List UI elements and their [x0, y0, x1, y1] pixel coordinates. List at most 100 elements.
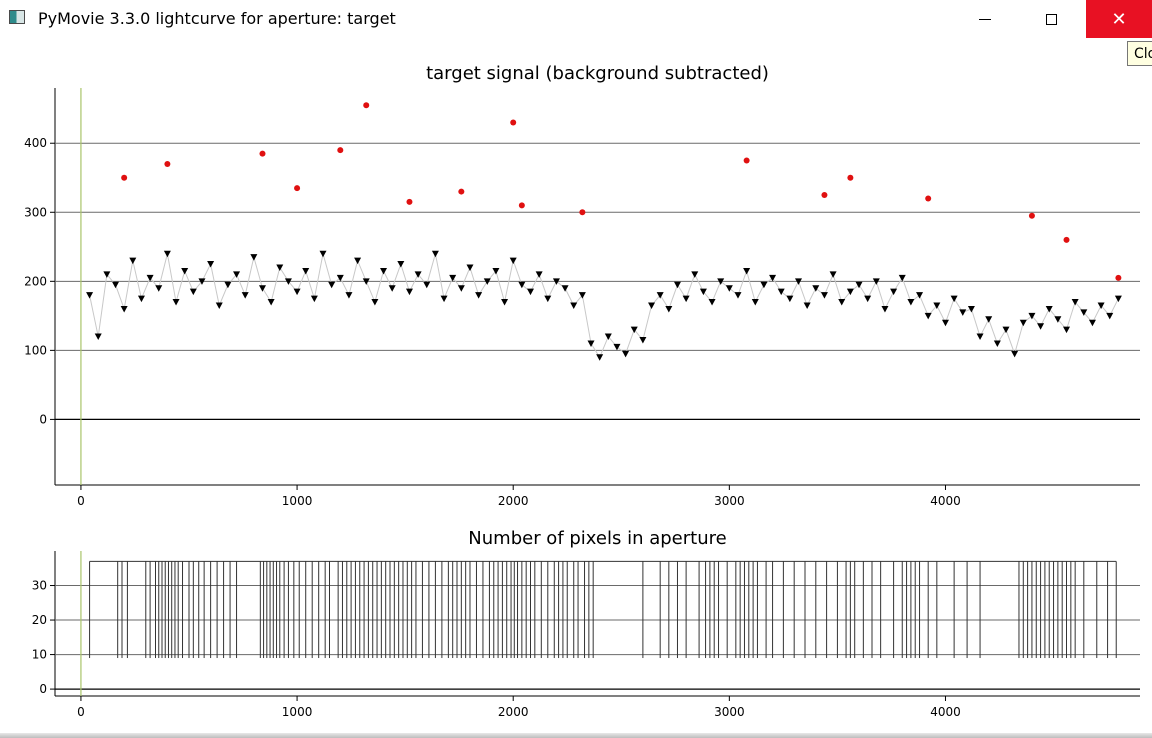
- highlight-point: [1063, 236, 1070, 243]
- data-point: [578, 292, 586, 299]
- data-point: [146, 274, 154, 282]
- data-point: [380, 267, 388, 275]
- data-point: [163, 250, 171, 258]
- data-point: [345, 292, 353, 299]
- x-tick-label: 3000: [714, 494, 745, 508]
- close-button[interactable]: ✕: [1086, 0, 1152, 38]
- data-point: [682, 295, 690, 303]
- data-point: [976, 333, 984, 341]
- x-tick-label: 2000: [498, 705, 529, 719]
- y-tick-label: 20: [32, 613, 47, 627]
- data-point: [967, 305, 975, 313]
- data-point: [959, 309, 967, 316]
- data-point: [276, 264, 284, 272]
- data-point: [648, 302, 656, 309]
- data-point: [561, 285, 569, 292]
- data-point: [933, 302, 941, 309]
- highlight-point: [1115, 274, 1122, 281]
- highlight-point: [259, 150, 266, 157]
- minimize-button[interactable]: [952, 0, 1018, 38]
- data-point: [743, 267, 751, 275]
- maximize-icon: [1045, 13, 1057, 25]
- data-point: [941, 319, 949, 327]
- close-tooltip: Clo: [1127, 41, 1152, 66]
- data-point: [431, 250, 439, 258]
- data-point: [1002, 326, 1010, 334]
- data-point: [587, 340, 595, 347]
- data-point: [846, 288, 854, 296]
- highlight-point: [847, 174, 854, 181]
- highlight-point: [294, 185, 301, 192]
- data-point: [673, 281, 681, 289]
- data-point: [924, 312, 932, 320]
- data-point: [864, 295, 872, 303]
- x-tick-label: 4000: [930, 494, 961, 508]
- window-title: PyMovie 3.3.0 lightcurve for aperture: t…: [38, 9, 396, 28]
- data-point: [423, 281, 431, 289]
- highlight-point: [458, 188, 465, 195]
- data-point: [241, 292, 249, 299]
- highlight-point: [121, 174, 128, 181]
- data-point: [509, 257, 517, 265]
- data-point: [501, 299, 509, 306]
- x-tick-label: 4000: [930, 705, 961, 719]
- maximize-button[interactable]: [1018, 0, 1084, 38]
- data-point: [639, 337, 647, 344]
- chart-2: Number of pixels in aperture 0 10 20 30 0 1000…: [32, 528, 1140, 719]
- data-point: [570, 302, 578, 309]
- data-point: [250, 254, 258, 261]
- data-point: [475, 292, 483, 299]
- data-point: [483, 278, 491, 285]
- data-point: [708, 299, 716, 306]
- data-point: [397, 261, 405, 268]
- data-point: [155, 285, 163, 292]
- y-tick-label: 0: [39, 682, 47, 696]
- data-point: [734, 292, 742, 299]
- data-point: [328, 281, 336, 289]
- series-line: [89, 253, 1119, 359]
- data-point: [112, 281, 120, 289]
- y-tick-label: 0: [39, 412, 47, 426]
- data-point: [526, 288, 534, 296]
- y-tick-label: 300: [24, 205, 47, 219]
- chart-title: target signal (background subtracted): [426, 63, 769, 84]
- chart-1: target signal (background subtracted) 0 10…: [24, 63, 1140, 508]
- data-point: [405, 288, 413, 296]
- close-icon: ✕: [1111, 8, 1127, 30]
- window-bottom-edge: [0, 733, 1152, 738]
- data-point: [492, 267, 500, 275]
- data-point: [1019, 319, 1027, 327]
- data-point: [293, 288, 301, 296]
- data-point: [1071, 299, 1079, 306]
- data-point: [449, 274, 457, 282]
- data-point: [354, 257, 362, 265]
- data-point: [518, 281, 526, 289]
- data-point: [1114, 295, 1122, 303]
- data-point: [656, 292, 664, 299]
- data-point: [207, 261, 215, 268]
- data-point: [717, 278, 725, 285]
- data-point: [630, 326, 638, 334]
- data-point: [189, 288, 197, 296]
- data-point: [86, 292, 94, 299]
- data-point: [820, 292, 828, 299]
- window-titlebar: PyMovie 3.3.0 lightcurve for aperture: t…: [0, 0, 1152, 38]
- data-point: [233, 271, 241, 278]
- data-point: [466, 264, 474, 272]
- x-tick-label: 1000: [282, 494, 313, 508]
- data-point: [371, 299, 379, 306]
- data-point: [1037, 323, 1045, 330]
- data-point: [881, 305, 889, 313]
- highlight-point: [510, 119, 517, 126]
- data-point: [950, 295, 958, 303]
- data-point: [181, 267, 189, 275]
- data-point: [872, 278, 880, 285]
- data-point: [812, 285, 820, 292]
- data-point: [172, 299, 180, 306]
- data-point: [302, 267, 310, 275]
- highlight-point: [925, 195, 932, 202]
- highlight-point: [518, 202, 525, 209]
- data-point: [258, 285, 266, 292]
- data-point: [267, 299, 275, 306]
- data-point: [786, 295, 794, 303]
